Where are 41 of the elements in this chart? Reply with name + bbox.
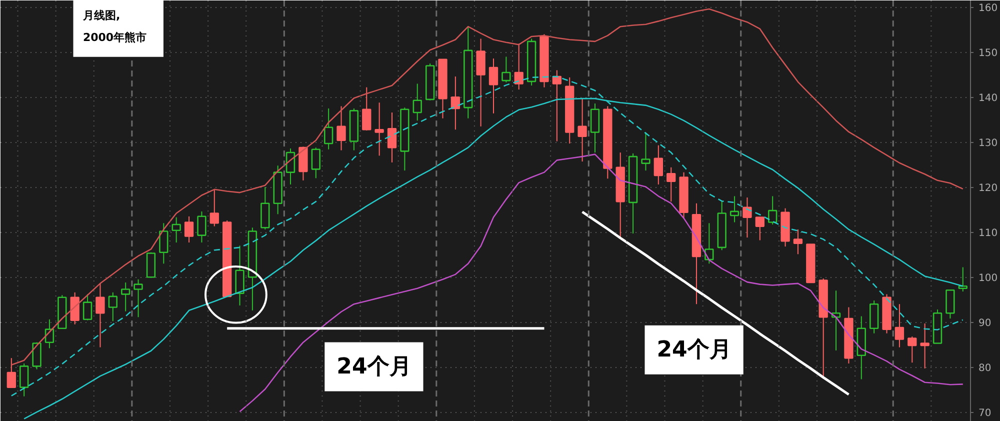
candlestick — [96, 282, 105, 348]
y-tick-label: 80 — [978, 363, 992, 374]
annotation: 24个月 — [656, 337, 732, 362]
candlestick — [374, 102, 384, 156]
candlestick — [565, 76, 574, 144]
y-tick-label: 120 — [978, 183, 998, 194]
candlestick — [172, 216, 181, 243]
candlestick — [387, 112, 397, 163]
candlestick — [654, 144, 663, 185]
candlestick — [476, 38, 486, 127]
y-tick-label: 70 — [978, 408, 992, 420]
candlestick — [793, 228, 803, 255]
candlestick — [856, 316, 866, 380]
y-tick-label: 150 — [978, 48, 998, 60]
candlestick — [464, 26, 473, 119]
candlestick — [742, 197, 752, 238]
candlestick — [578, 98, 587, 162]
candlestick — [844, 306, 854, 364]
annotation: 24个月 — [336, 354, 412, 380]
candlestick — [336, 106, 346, 151]
candlestick — [920, 322, 930, 369]
y-tick-label: 90 — [978, 318, 992, 330]
candlestick — [616, 152, 625, 238]
candlestick — [450, 76, 460, 130]
line-series — [239, 154, 964, 412]
y-tick-label: 100 — [978, 273, 998, 284]
y-tick-label: 160 — [978, 3, 998, 14]
line-series — [581, 210, 850, 396]
candlestick — [412, 83, 422, 122]
candlestick — [641, 132, 650, 172]
candlestick — [488, 58, 498, 114]
annotation: 2000年熊市 — [82, 30, 147, 44]
y-tick-label: 110 — [978, 228, 998, 240]
candlestick — [552, 70, 562, 142]
candlestick — [894, 304, 904, 348]
candlestick — [235, 245, 244, 306]
y-tick-label: 130 — [978, 138, 998, 150]
candlestick — [692, 202, 702, 305]
y-tick-label: 140 — [978, 93, 998, 104]
candlestick — [324, 108, 334, 150]
annotation: 月线图, — [82, 8, 120, 22]
